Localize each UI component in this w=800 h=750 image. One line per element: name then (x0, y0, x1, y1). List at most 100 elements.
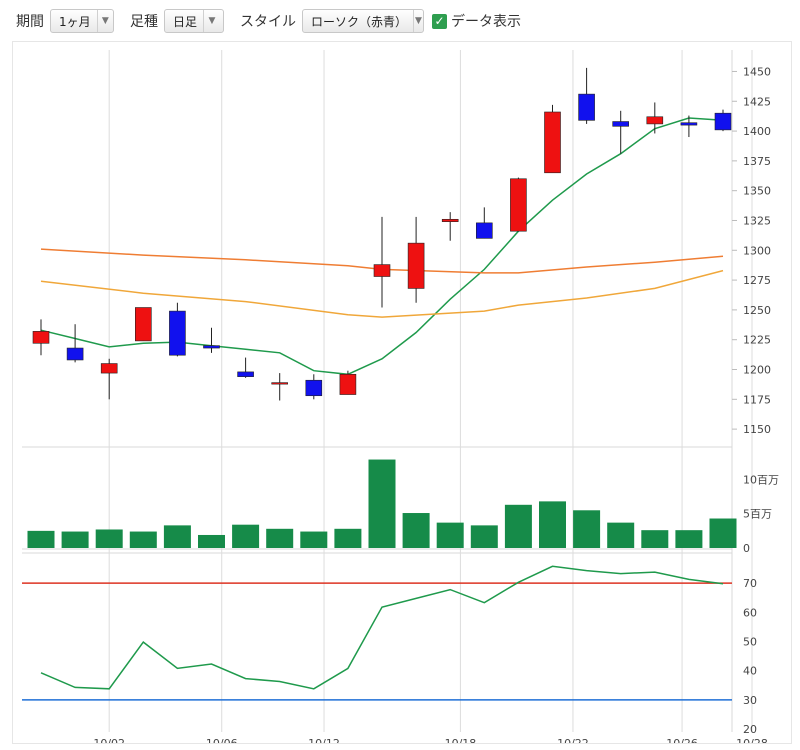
x-tick-label: 10/22 (557, 737, 589, 743)
stock-chart: 10/02 10/06 10/12 10/18 10/22 10/26 10/28 1150 1… (22, 50, 779, 750)
style-select-value: ローソク（赤青） (311, 14, 408, 29)
volume-bar (402, 513, 430, 548)
candle-body-up (32, 331, 50, 344)
chart-container: 10/02 10/06 10/12 10/18 10/22 10/26 10/28 1150 1… (12, 41, 792, 750)
oscillator-y-tick-label: 40 (743, 665, 757, 678)
candle-body-up (441, 218, 459, 222)
candle-body-down (237, 371, 254, 377)
oscillator-y-tick-label: 30 (743, 694, 757, 707)
price-y-tick-label: 1225 (743, 334, 771, 347)
candle-body-down (66, 347, 84, 361)
candle (680, 115, 698, 138)
x-tick-label: 10/28 (736, 737, 768, 743)
candle (544, 104, 561, 174)
candle-body-down (680, 122, 698, 126)
moving-average-line (40, 269, 724, 318)
volume-bar (266, 528, 294, 548)
data-display-label: データ表示 (451, 14, 521, 30)
candle (66, 324, 84, 363)
volume-bar (368, 459, 396, 548)
oscillator-y-tick-label: 60 (743, 606, 757, 619)
volume-y-tick-label: 5百万 (743, 508, 772, 521)
candle-body-down (612, 121, 630, 127)
volume-bar (641, 530, 669, 548)
period-select[interactable]: 1ヶ月 ▼ (50, 9, 114, 33)
price-y-tick-label: 1400 (743, 125, 771, 138)
volume-y-tick-label: 0 (743, 542, 750, 555)
volume-bar (709, 518, 737, 548)
volume-bar (539, 501, 566, 548)
volume-bar (436, 522, 464, 548)
style-label: スタイル (240, 14, 296, 30)
x-tick-label: 10/18 (445, 737, 477, 743)
moving-average-line (40, 248, 724, 274)
oscillator-y-tick-label: 20 (743, 723, 757, 736)
volume-bar (61, 531, 89, 548)
volume-bar (232, 524, 260, 548)
candle (237, 357, 254, 378)
candle (32, 319, 50, 356)
candle-body-up (544, 111, 561, 174)
candle-body-down (714, 112, 732, 131)
candle-body-down (475, 222, 493, 239)
oscillator-y-tick-label: 70 (743, 577, 757, 590)
volume-bar (504, 504, 532, 548)
volume-bar (573, 510, 601, 548)
volume-bar (607, 522, 635, 548)
price-y-tick-label: 1250 (743, 304, 771, 317)
candle-body-up (271, 382, 289, 385)
chevron-down-icon: ▼ (413, 10, 423, 32)
moving-average-line (40, 117, 724, 376)
volume-bar (300, 531, 328, 548)
candle (203, 327, 220, 353)
x-tick-label: 10/26 (666, 737, 698, 743)
period-select-value: 1ヶ月 (59, 14, 91, 29)
candle-body-up (135, 307, 152, 342)
price-y-tick-label: 1275 (743, 274, 771, 287)
price-y-tick-label: 1450 (743, 65, 771, 78)
price-y-tick-label: 1325 (743, 214, 771, 227)
volume-bar (198, 534, 225, 548)
candle-body-up (339, 373, 357, 395)
candle-body-up (100, 363, 118, 374)
volume-bar (95, 529, 123, 548)
candle (100, 358, 118, 400)
candle (578, 67, 595, 124)
price-y-tick-label: 1150 (743, 423, 771, 436)
checkmark-icon: ✓ (432, 13, 447, 29)
candle-body-down (578, 93, 595, 121)
candle (169, 302, 186, 357)
candle (271, 373, 289, 401)
candle-body-up (407, 242, 425, 289)
oscillator-y-tick-label: 50 (743, 636, 757, 649)
volume-bar (27, 530, 55, 548)
candle (475, 207, 493, 239)
style-select[interactable]: ローソク（赤青） ▼ (302, 9, 424, 33)
candle (510, 177, 527, 232)
volume-bar (470, 525, 498, 548)
candle-body-down (203, 345, 220, 349)
candle-body-up (510, 178, 527, 232)
volume-bar (675, 530, 703, 548)
price-y-tick-label: 1425 (743, 95, 771, 108)
volume-y-tick-label: 10百万 (743, 473, 779, 486)
candle (339, 370, 357, 395)
x-tick-label: 10/02 (93, 737, 125, 743)
data-display-checkbox[interactable]: ✓ データ表示 (432, 11, 521, 31)
candle (305, 374, 323, 400)
foot-label: 足種 (130, 14, 158, 30)
foot-select-value: 日足 (173, 14, 198, 29)
candle (646, 102, 664, 134)
candle (373, 216, 391, 308)
toolbar: 期間 1ヶ月 ▼ 足種 日足 ▼ スタイル ローソク（赤青） ▼ ✓ データ表示 (0, 0, 800, 42)
candle-body-up (373, 264, 391, 277)
price-y-tick-label: 1375 (743, 155, 771, 168)
candle-body-down (169, 310, 186, 356)
x-tick-label: 10/12 (308, 737, 340, 743)
price-y-tick-label: 1175 (743, 393, 771, 406)
foot-select[interactable]: 日足 ▼ (164, 9, 224, 33)
candle (407, 216, 425, 303)
x-tick-label: 10/06 (206, 737, 238, 743)
price-y-tick-label: 1350 (743, 185, 771, 198)
volume-bar (163, 525, 191, 548)
